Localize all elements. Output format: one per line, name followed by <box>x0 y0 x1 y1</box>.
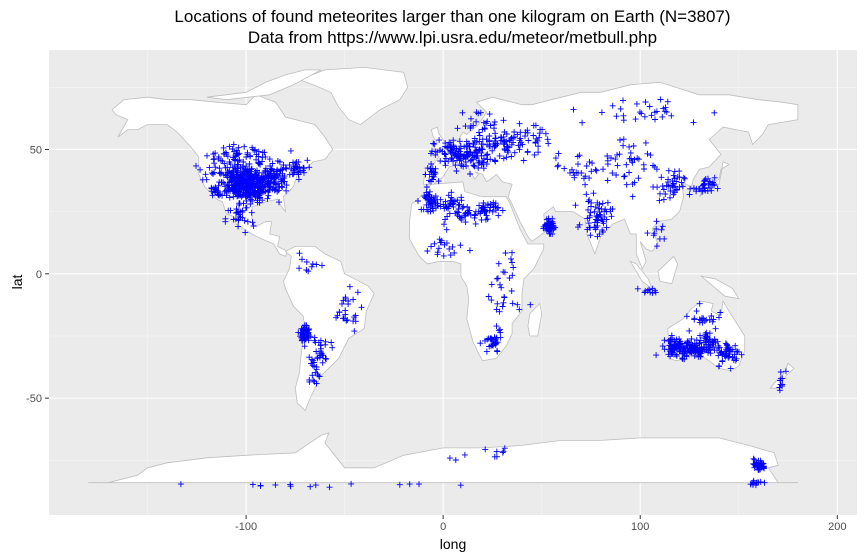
x-tick-label: 200 <box>828 521 846 533</box>
landmass-south-america <box>283 245 375 412</box>
y-axis-title: lat <box>9 275 25 290</box>
landmass-borneo <box>657 255 679 285</box>
x-axis: -100 0 100 200 <box>235 515 846 533</box>
chart-subtitle-line: Data from https://www.lpi.usra.edu/meteo… <box>247 28 658 47</box>
x-tick-label: 100 <box>631 521 649 533</box>
meteorite-points <box>177 96 789 491</box>
landmass-sumatra <box>629 260 653 290</box>
landmass-africa <box>409 181 545 362</box>
world-map <box>88 66 799 484</box>
landmass-north-america <box>111 94 334 257</box>
chart-title: Locations of found meteorites larger tha… <box>40 6 865 48</box>
x-axis-title: long <box>440 536 466 552</box>
landmass-madagascar <box>527 302 543 337</box>
landmass-greenland <box>298 66 409 126</box>
y-axis: -50 0 50 <box>26 144 49 405</box>
meteorite-markers <box>177 96 789 491</box>
y-tick-label: 0 <box>36 269 42 281</box>
x-tick-label: 0 <box>440 521 446 533</box>
y-tick-label: -50 <box>26 393 42 405</box>
x-tick-label: -100 <box>235 521 257 533</box>
chart-title-line: Locations of found meteorites larger tha… <box>174 7 731 26</box>
y-tick-label: 50 <box>30 144 42 156</box>
landmass-arctic-islands <box>206 69 322 101</box>
landmass-new-guinea <box>699 275 740 300</box>
landmass-europe-asia <box>422 81 799 270</box>
landmass-antarctica <box>88 432 798 484</box>
